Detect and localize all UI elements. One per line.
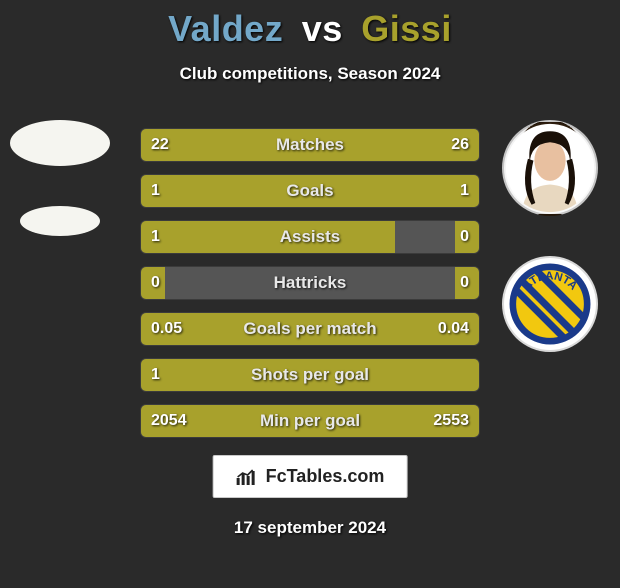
subtitle: Club competitions, Season 2024 bbox=[0, 64, 620, 84]
avatar-silhouette-icon bbox=[504, 122, 596, 214]
footer-date: 17 september 2024 bbox=[0, 518, 620, 538]
player2-avatar bbox=[502, 120, 598, 216]
stat-bar-left bbox=[141, 129, 296, 161]
stat-bar-left bbox=[141, 405, 292, 437]
chart-icon bbox=[236, 468, 258, 486]
stats-area: 22 Matches 26 1 Goals 1 1 Assists 0 0 Ha… bbox=[140, 128, 480, 450]
stat-bar-right bbox=[310, 175, 479, 207]
stat-bar-left bbox=[141, 267, 165, 299]
stat-row: 0 Hattricks 0 bbox=[140, 266, 480, 300]
stat-bar-left bbox=[141, 221, 395, 253]
stat-bar-right bbox=[455, 267, 479, 299]
stat-row: 1 Shots per goal bbox=[140, 358, 480, 392]
stat-bar-right bbox=[296, 129, 479, 161]
player1-club-placeholder bbox=[20, 206, 100, 236]
stat-bar-right bbox=[455, 221, 479, 253]
stat-row: 0.05 Goals per match 0.04 bbox=[140, 312, 480, 346]
brand-text: FcTables.com bbox=[266, 466, 385, 487]
stat-bar-right bbox=[329, 313, 479, 345]
left-avatar-column bbox=[10, 120, 110, 236]
stat-bar-right bbox=[292, 405, 479, 437]
player2-name: Gissi bbox=[361, 8, 452, 49]
stat-label: Hattricks bbox=[141, 267, 479, 299]
vs-label: vs bbox=[302, 8, 343, 49]
stat-bar-left bbox=[141, 313, 329, 345]
stat-row: 1 Assists 0 bbox=[140, 220, 480, 254]
club-badge-icon: ATLANTA bbox=[506, 260, 594, 348]
stat-row: 22 Matches 26 bbox=[140, 128, 480, 162]
comparison-title: Valdez vs Gissi bbox=[0, 8, 620, 50]
player1-name: Valdez bbox=[168, 8, 283, 49]
player1-avatar-placeholder bbox=[10, 120, 110, 166]
player2-club-badge: ATLANTA bbox=[502, 256, 598, 352]
stat-bar-right bbox=[455, 359, 479, 391]
stat-row: 2054 Min per goal 2553 bbox=[140, 404, 480, 438]
right-avatar-column: ATLANTA bbox=[500, 120, 600, 352]
stat-bar-left bbox=[141, 359, 455, 391]
stat-row: 1 Goals 1 bbox=[140, 174, 480, 208]
brand-tag[interactable]: FcTables.com bbox=[213, 455, 408, 498]
stat-bar-left bbox=[141, 175, 310, 207]
